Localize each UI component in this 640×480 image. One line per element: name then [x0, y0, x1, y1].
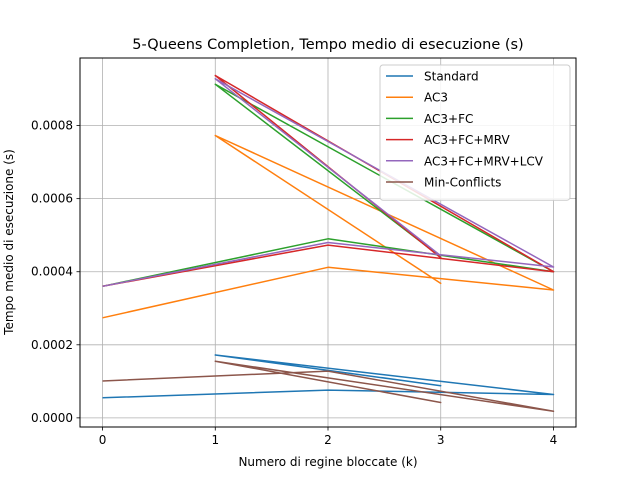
x-axis-title: Numero di regine bloccate (k) [238, 455, 417, 469]
legend-label: AC3+FC+MRV [424, 133, 510, 147]
x-tick-label: 3 [437, 433, 445, 447]
series-line-5 [102, 360, 555, 413]
legend-label: AC3+FC+MRV+LCV [424, 154, 544, 168]
x-tick-label: 0 [99, 433, 107, 447]
legend-label: AC3+FC [424, 112, 473, 126]
y-axis: 0.0000 0.0002 0.0004 0.0006 0.0008 [31, 119, 80, 425]
y-tick-label: 0.0000 [31, 411, 73, 425]
legend-label: Min-Conflicts [424, 176, 501, 190]
y-tick-label: 0.0004 [31, 265, 73, 279]
y-axis-title: Tempo medio di esecuzione (s) [2, 149, 16, 336]
x-axis: 0 1 2 3 4 [99, 427, 558, 447]
legend-label: Standard [424, 70, 479, 84]
chart-title: 5-Queens Completion, Tempo medio di esec… [132, 37, 523, 53]
legend-box [379, 64, 571, 201]
x-tick-label: 4 [550, 433, 558, 447]
y-tick-label: 0.0006 [31, 192, 73, 206]
y-tick-label: 0.0002 [31, 338, 73, 352]
legend: Standard AC3 AC3+FC AC3+FC+MRV AC3+FC+MRV+LC… [379, 64, 571, 201]
series-line-1 [102, 134, 555, 319]
series-line-0 [102, 354, 555, 399]
series-line-4 [102, 78, 555, 288]
x-tick-label: 2 [324, 433, 332, 447]
y-tick-label: 0.0008 [31, 119, 73, 133]
legend-label: AC3 [424, 91, 448, 105]
series-layer [102, 74, 555, 413]
x-tick-label: 1 [211, 433, 219, 447]
